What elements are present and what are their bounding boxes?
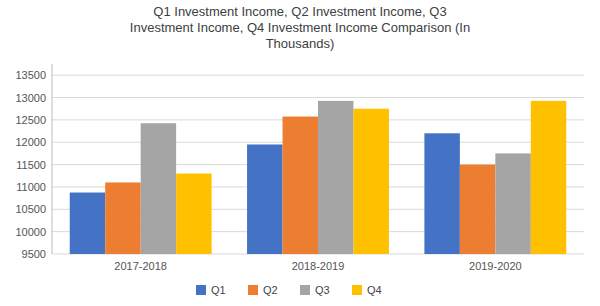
y-tick-label: 13500 xyxy=(15,69,46,81)
legend-swatch xyxy=(248,285,258,295)
bar xyxy=(141,123,176,254)
grid-line xyxy=(52,75,584,76)
x-tick-label: 2018-2019 xyxy=(292,260,345,272)
bar xyxy=(283,117,318,254)
y-tick-label: 11500 xyxy=(16,159,46,171)
bars xyxy=(70,101,567,254)
chart-svg: Q1 Investment Income, Q2 Investment Inco… xyxy=(0,0,600,306)
y-tick-label: 12500 xyxy=(15,114,46,126)
x-tick-label: 2017-2018 xyxy=(114,260,167,272)
bar xyxy=(353,109,388,254)
legend-label: Q2 xyxy=(263,284,278,296)
chart-container: Q1 Investment Income, Q2 Investment Inco… xyxy=(0,0,600,306)
y-tick-label: 11000 xyxy=(16,181,46,193)
legend-label: Q3 xyxy=(315,284,330,296)
bar xyxy=(531,101,566,254)
title-line: Q1 Investment Income, Q2 Investment Inco… xyxy=(153,4,446,19)
bar xyxy=(460,165,495,254)
title-line: Thousands) xyxy=(266,36,335,51)
bar xyxy=(247,144,282,254)
x-tick-label: 2019-2020 xyxy=(469,260,522,272)
y-tick-label: 12000 xyxy=(15,136,46,148)
bar xyxy=(495,153,530,254)
y-axis-line xyxy=(52,64,53,254)
legend-label: Q4 xyxy=(367,284,382,296)
legend: Q1 Q2 Q3 Q4 xyxy=(196,284,382,296)
y-tick-label: 10500 xyxy=(15,203,46,215)
y-tick-label: 13000 xyxy=(15,92,46,104)
chart-title: Q1 Investment Income, Q2 Investment Inco… xyxy=(130,4,470,51)
bar xyxy=(176,174,211,254)
title-line: Investment Income, Q4 Investment Income … xyxy=(130,20,470,35)
bar xyxy=(70,193,105,254)
y-tick-label: 10000 xyxy=(15,226,46,238)
bar xyxy=(318,101,353,254)
bar xyxy=(105,182,140,254)
legend-swatch xyxy=(196,285,206,295)
grid-line xyxy=(52,97,584,98)
legend-swatch xyxy=(352,285,362,295)
y-tick-label: 9500 xyxy=(22,248,46,260)
bar xyxy=(424,133,459,254)
legend-label: Q1 xyxy=(211,284,226,296)
legend-swatch xyxy=(300,285,310,295)
